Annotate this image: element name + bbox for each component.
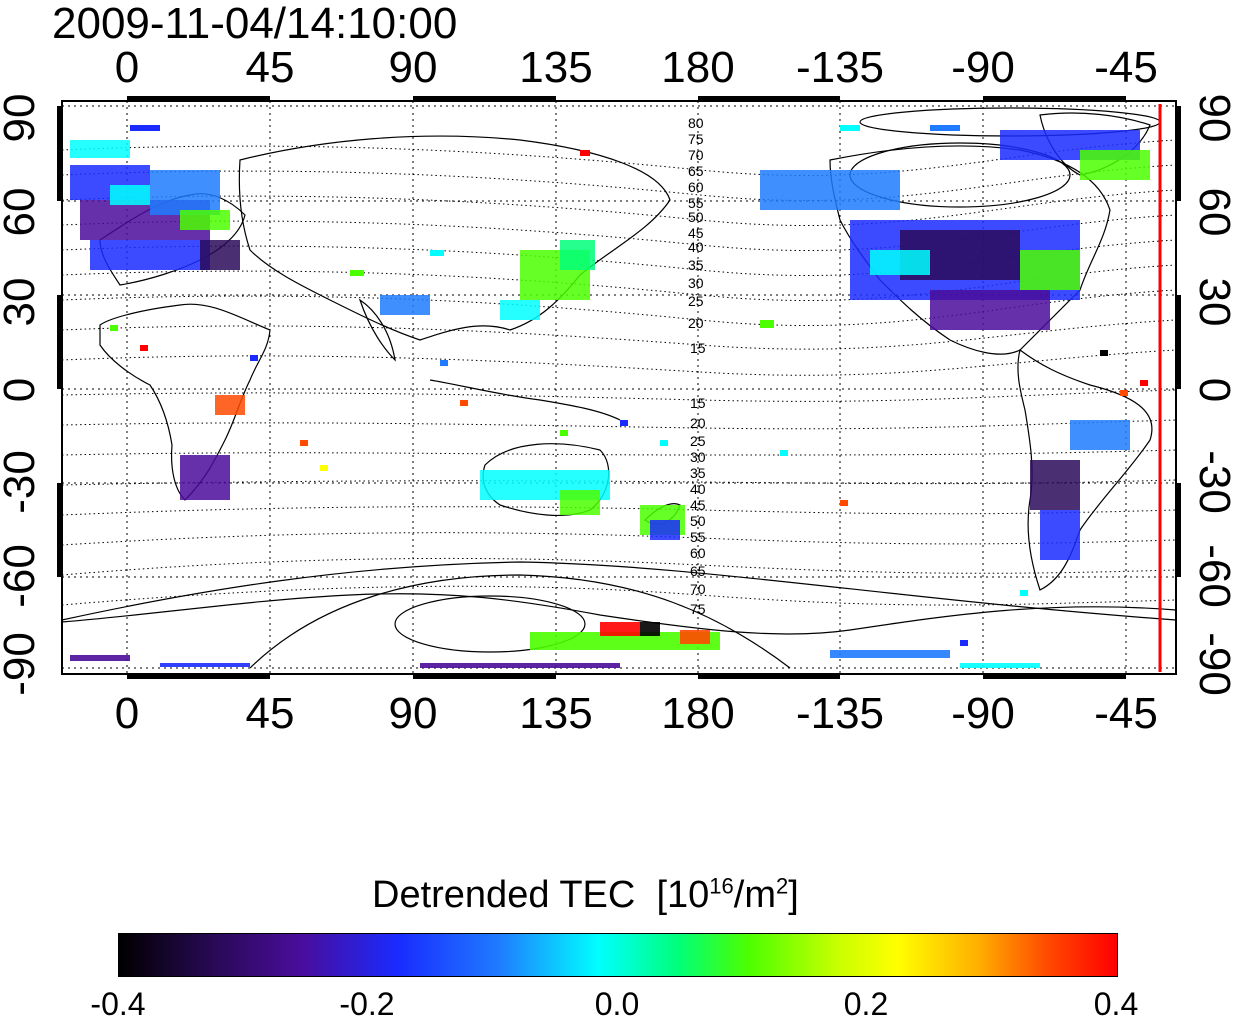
mag-lat-label: 70	[690, 581, 706, 597]
mag-lat-label: 20	[690, 415, 706, 431]
x-tick-label-top: 180	[661, 43, 735, 92]
mag-lat-labels: 80 75 70 65 60 55 50 45 40 35 30 25 20 1…	[688, 115, 706, 617]
colorbar-units-exp1: 16	[709, 873, 734, 899]
colorbar-title-text: Detrended TEC	[372, 874, 636, 916]
axis-bar-right	[1175, 106, 1181, 577]
mag-lat-label: 65	[690, 563, 706, 579]
mag-lat-label: 50	[688, 209, 704, 225]
mag-lat-label: 55	[690, 529, 706, 545]
colorbar-units-prefix: [10	[656, 874, 710, 916]
mag-lat-label: 15	[690, 340, 706, 356]
x-tick-label-top: 45	[245, 43, 295, 92]
colorbar-tick-label: 0.0	[594, 986, 640, 1022]
x-tick-label-bottom: -135	[795, 689, 885, 738]
colorbar-tick-label: -0.4	[90, 986, 146, 1022]
mag-lat-label: 25	[690, 433, 706, 449]
x-tick-label-top: -45	[1094, 43, 1158, 92]
mag-lat-label: 65	[688, 163, 704, 179]
mag-lat-label: 30	[688, 275, 704, 291]
mag-lat-label: 20	[688, 315, 704, 331]
mag-lat-label: 35	[690, 465, 706, 481]
colorbar-tick-label: -0.2	[339, 986, 395, 1022]
colorbar-tick-label: 0.4	[1093, 986, 1139, 1022]
tec-map: 80 75 70 65 60 55 50 45 40 35 30 25 20 1…	[57, 96, 1181, 679]
x-tick-label-top: -135	[795, 43, 885, 92]
x-tick-label-top: 135	[519, 43, 593, 92]
mag-lat-label: 55	[688, 195, 704, 211]
x-tick-label-bottom: 45	[245, 689, 295, 738]
axis-bar-left	[57, 106, 63, 577]
mag-lat-label: 45	[690, 497, 706, 513]
x-tick-label-bottom: 0	[114, 689, 140, 738]
x-tick-label-top: 90	[388, 43, 438, 92]
x-tick-label-top: 0	[114, 43, 140, 92]
mag-lat-label: 50	[690, 513, 706, 529]
colorbar-units-exp2: 2	[775, 873, 789, 899]
colorbar-units-suffix: ]	[788, 874, 799, 916]
mag-lat-label: 60	[688, 179, 704, 195]
mag-lat-label: 70	[688, 147, 704, 163]
mag-lat-label: 60	[690, 545, 706, 561]
timestamp-title: 2009-11-04/14:10:00	[52, 0, 458, 48]
tec-observations	[70, 125, 1150, 668]
mag-lat-label: 40	[690, 481, 706, 497]
colorbar-tick-label: 0.2	[843, 986, 889, 1022]
colorbar-units-mid: /m	[733, 874, 776, 916]
mag-lat-label: 30	[690, 449, 706, 465]
mag-lat-label: 45	[688, 225, 704, 241]
x-tick-label-top: -90	[951, 43, 1015, 92]
axis-bar-top	[127, 96, 1126, 102]
mag-lat-label: 35	[688, 257, 704, 273]
mag-lat-label: 75	[690, 601, 706, 617]
mag-lat-label: 15	[690, 395, 706, 411]
colorbar-title: Detrended TEC [1016/m2]	[372, 872, 799, 918]
x-tick-label-bottom: 90	[388, 689, 438, 738]
colorbar	[118, 933, 1118, 977]
x-tick-label-bottom: -90	[951, 689, 1015, 738]
x-tick-label-bottom: 180	[661, 689, 735, 738]
magnetic-latitude-contours	[61, 139, 1177, 606]
mag-lat-label: 40	[688, 239, 704, 255]
axis-bar-bottom	[127, 673, 1126, 679]
mag-lat-label: 25	[688, 293, 704, 309]
mag-lat-label: 80	[688, 115, 704, 131]
x-tick-label-bottom: 135	[519, 689, 593, 738]
mag-lat-label: 75	[688, 131, 704, 147]
x-tick-label-bottom: -45	[1094, 689, 1158, 738]
